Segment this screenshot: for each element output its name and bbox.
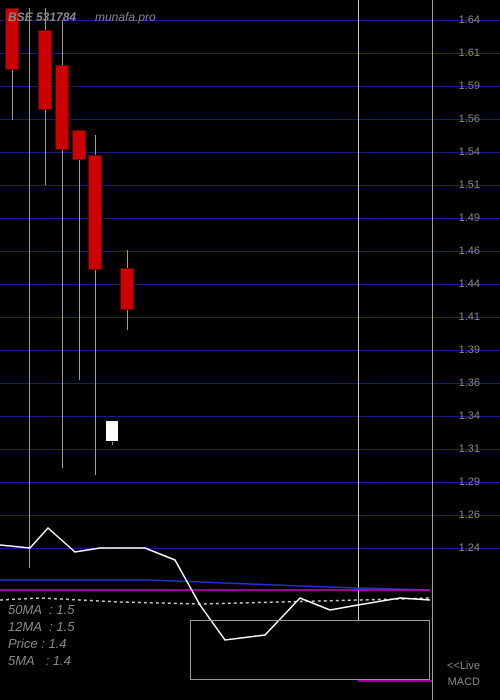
grid-line <box>0 482 500 483</box>
watermark: munafa.pro <box>95 10 156 24</box>
stock-chart[interactable]: BSE 531784 munafa.pro 1.64 1.61 1.59 1.56 1.… <box>0 0 500 700</box>
grid-line <box>0 284 500 285</box>
grid-line <box>0 548 500 549</box>
candle-body <box>38 30 52 110</box>
y-axis-label: 1.61 <box>459 47 480 59</box>
y-axis-label: 1.26 <box>459 509 480 521</box>
grid-line <box>0 449 500 450</box>
y-axis-label: 1.49 <box>459 212 480 224</box>
current-time-line <box>358 0 359 620</box>
grid-line <box>0 350 500 351</box>
candle-body <box>120 268 134 310</box>
y-axis-label: 1.59 <box>459 80 480 92</box>
info-line: 12MA : 1.5 <box>8 619 74 634</box>
grid-line <box>0 251 500 252</box>
right-border <box>432 0 433 700</box>
candle-wick <box>79 130 80 380</box>
candle-body <box>72 130 86 160</box>
y-axis-label: 1.41 <box>459 311 480 323</box>
candle-body <box>88 155 102 270</box>
y-axis-label: 1.24 <box>459 542 480 554</box>
grid-line <box>0 86 500 87</box>
info-panel: 50MA : 1.5 12MA : 1.5 Price : 1.4 5MA : 1.4 <box>8 600 74 670</box>
chart-title: BSE 531784 <box>8 10 76 24</box>
candle-body <box>105 420 119 442</box>
macd-label: MACD <box>448 676 480 688</box>
y-axis-label: 1.29 <box>459 476 480 488</box>
grid-line <box>0 185 500 186</box>
info-line: 50MA : 1.5 <box>8 602 74 617</box>
y-axis-label: 1.46 <box>459 245 480 257</box>
y-axis-label: 1.64 <box>459 14 480 26</box>
y-axis-label: 1.34 <box>459 410 480 422</box>
grid-line <box>0 515 500 516</box>
y-axis-label: 1.44 <box>459 278 480 290</box>
grid-line <box>0 53 500 54</box>
candle-wick <box>29 8 30 568</box>
info-line: Price : 1.4 <box>8 636 74 651</box>
y-axis-label: 1.39 <box>459 344 480 356</box>
grid-line <box>0 416 500 417</box>
grid-line <box>0 119 500 120</box>
grid-line <box>0 383 500 384</box>
y-axis-label: 1.54 <box>459 146 480 158</box>
y-axis-label: 1.31 <box>459 443 480 455</box>
y-axis-label: 1.36 <box>459 377 480 389</box>
y-axis-label: 1.56 <box>459 113 480 125</box>
grid-line <box>0 218 500 219</box>
info-line: 5MA : 1.4 <box>8 653 74 668</box>
grid-line <box>0 317 500 318</box>
ma-line <box>0 580 430 590</box>
live-label: <<Live <box>447 660 480 672</box>
candle-body <box>55 65 69 150</box>
y-axis-label: 1.51 <box>459 179 480 191</box>
macd-panel <box>190 620 430 680</box>
